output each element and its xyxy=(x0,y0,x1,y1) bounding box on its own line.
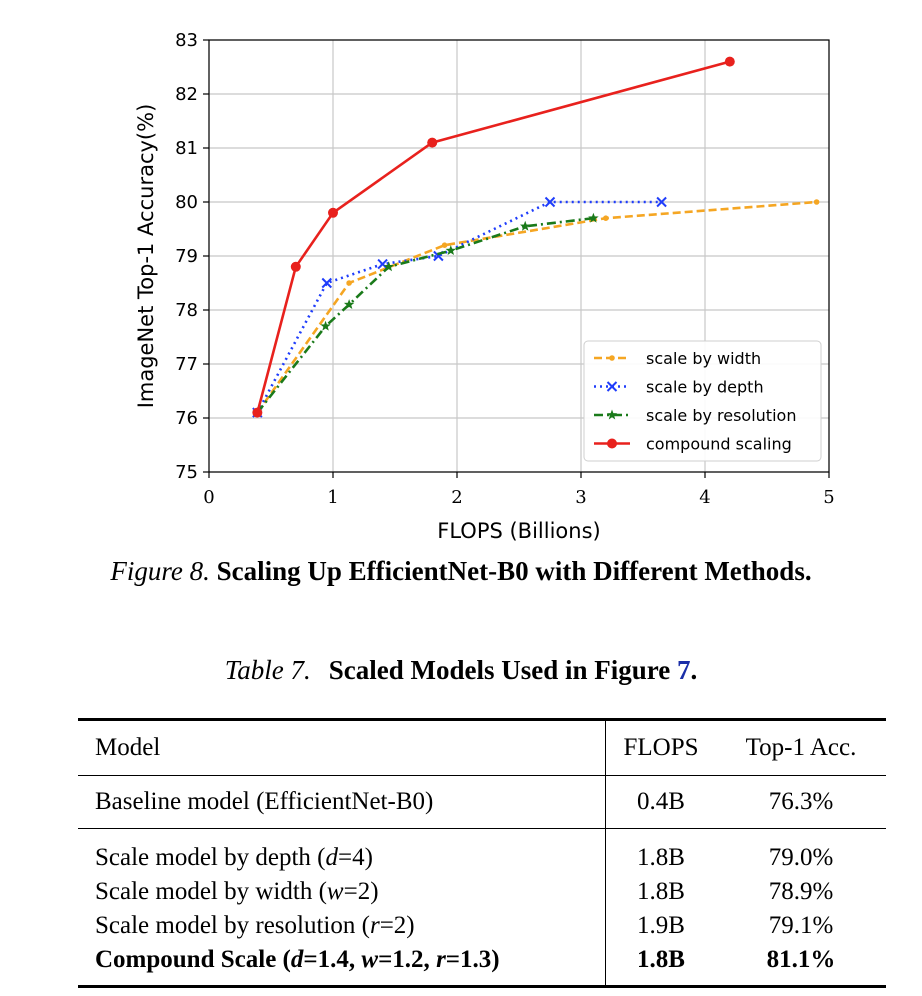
data-point-scale-by-width xyxy=(603,215,609,221)
data-point-scale-by-width xyxy=(346,280,352,286)
compound-acc: 81.1% xyxy=(766,946,836,973)
series-compound-scaling xyxy=(252,56,735,418)
data-point-compound-scaling xyxy=(252,407,263,418)
legend-marker-scale-by-depth xyxy=(606,381,618,392)
legend-label-scale-by-depth: scale by depth xyxy=(646,378,764,397)
table-caption: Table 7. Scaled Models Used in Figure 7. xyxy=(0,655,922,686)
y-tick-label: 83 xyxy=(175,30,198,51)
data-point-scale-by-depth xyxy=(377,258,388,270)
table-caption-figure-link[interactable]: 7 xyxy=(677,655,691,685)
figure-caption-title: Scaling Up EfficientNet-B0 with Differen… xyxy=(216,556,812,586)
table-row-compound: Compound Scale (d=1.4, w=1.2, r=1.3) 1.8… xyxy=(78,943,886,985)
legend-label-scale-by-width: scale by width xyxy=(646,349,761,368)
series-line-scale-by-depth xyxy=(256,200,662,414)
table-caption-end: . xyxy=(690,655,698,685)
header-acc: Top-1 Acc. xyxy=(745,734,857,761)
data-point-scale-by-width xyxy=(441,242,448,248)
chart-legend: scale by width scale by depth scale by res… xyxy=(583,340,822,462)
data-point-scale-by-resolution xyxy=(588,212,599,223)
scaled-models-table: Model FLOPS Top-1 Acc. Baseline model (E… xyxy=(78,718,886,988)
chart-series xyxy=(252,56,820,418)
legend-marker-compound-scaling xyxy=(607,438,617,449)
y-axis-label: ImageNet Top-1 Accuracy(%) xyxy=(134,104,158,409)
row-flops: 1.9B xyxy=(605,909,716,943)
baseline-flops: 0.4B xyxy=(605,776,716,828)
y-tick-label: 81 xyxy=(175,138,198,159)
y-tick-label: 76 xyxy=(175,408,198,429)
series-scale-by-resolution xyxy=(252,212,599,418)
x-tick-label: 2 xyxy=(451,487,462,508)
row-flops: 1.8B xyxy=(605,829,716,875)
data-point-compound-scaling xyxy=(724,56,735,67)
data-point-compound-scaling xyxy=(427,137,438,148)
data-point-scale-by-resolution xyxy=(320,320,331,331)
legend-marker-scale-by-width xyxy=(609,355,615,361)
legend-label-compound-scaling: compound scaling xyxy=(646,435,792,454)
data-point-scale-by-depth xyxy=(321,277,333,289)
x-axis-label: FLOPS (Billions) xyxy=(437,519,600,543)
table-row: Scale model by width (w=2) 1.8B 78.9% xyxy=(78,875,886,909)
x-tick-label: 4 xyxy=(699,487,710,508)
figure-caption: Figure 8. Scaling Up EfficientNet-B0 wit… xyxy=(0,556,922,587)
data-point-scale-by-resolution xyxy=(445,245,457,256)
data-point-scale-by-depth xyxy=(656,196,667,208)
legend-marker-scale-by-resolution xyxy=(606,409,618,420)
y-tick-label: 79 xyxy=(175,246,198,267)
data-point-scale-by-resolution xyxy=(519,220,531,231)
y-tick-label: 78 xyxy=(175,300,198,321)
legend-box xyxy=(583,340,822,462)
x-tick-label: 1 xyxy=(327,487,338,508)
legend-label-scale-by-resolution: scale by resolution xyxy=(646,406,796,425)
table-row: Baseline model (EfficientNet-B0) 0.4B 76… xyxy=(78,776,886,828)
compound-flops: 1.8B xyxy=(605,943,716,985)
header-flops: FLOPS xyxy=(605,721,716,775)
x-tick-label: 3 xyxy=(575,487,586,508)
row-acc: 79.1% xyxy=(768,912,834,939)
data-point-scale-by-width xyxy=(813,199,820,205)
baseline-acc: 76.3% xyxy=(768,788,834,815)
table-row: Scale model by resolution (r=2) 1.9B 79.… xyxy=(78,909,886,943)
y-tick-label: 82 xyxy=(175,84,198,105)
y-tick-label: 80 xyxy=(175,192,198,213)
row-acc: 79.0% xyxy=(768,844,834,871)
row-acc: 78.9% xyxy=(768,878,834,905)
table-header-row: Model FLOPS Top-1 Acc. xyxy=(78,721,886,775)
accuracy-vs-flops-chart: 0 1 2 3 4 5 75 76 77 78 79 80 81 82 83 FLOPS (Billions… xyxy=(134,30,835,543)
y-tick-label: 75 xyxy=(175,462,198,483)
data-point-scale-by-resolution xyxy=(343,299,355,310)
row-model: Scale model by width (w=2) xyxy=(95,878,379,905)
data-point-compound-scaling xyxy=(328,207,338,218)
data-point-scale-by-depth xyxy=(544,196,556,208)
table-caption-prefix: Table 7. xyxy=(224,655,311,685)
row-model: Scale model by depth (d=4) xyxy=(95,844,373,871)
table-header-rule xyxy=(78,775,886,776)
baseline-model: Baseline model (EfficientNet-B0) xyxy=(95,788,434,815)
table-caption-title: Scaled Models Used in Figure xyxy=(328,655,671,685)
compound-model: Compound Scale (d=1.4, w=1.2, r=1.3) xyxy=(95,946,500,973)
x-tick-label: 5 xyxy=(823,487,834,508)
header-model: Model xyxy=(95,734,161,761)
table-row: Scale model by depth (d=4) 1.8B 79.0% xyxy=(78,829,886,875)
x-tick-label: 0 xyxy=(203,487,214,508)
table-bottom-rule xyxy=(78,985,886,988)
figure-caption-prefix: Figure 8. xyxy=(110,556,210,586)
chart-ticks: 0 1 2 3 4 5 75 76 77 78 79 80 81 82 83 xyxy=(175,30,835,508)
data-point-compound-scaling xyxy=(290,261,301,272)
y-tick-label: 77 xyxy=(175,354,198,375)
row-flops: 1.8B xyxy=(605,875,716,909)
row-model: Scale model by resolution (r=2) xyxy=(95,912,415,939)
table-mid-rule xyxy=(78,828,886,829)
data-point-scale-by-resolution xyxy=(383,261,395,272)
series-line-scale-by-width xyxy=(256,200,817,414)
table-top-rule xyxy=(78,718,886,721)
